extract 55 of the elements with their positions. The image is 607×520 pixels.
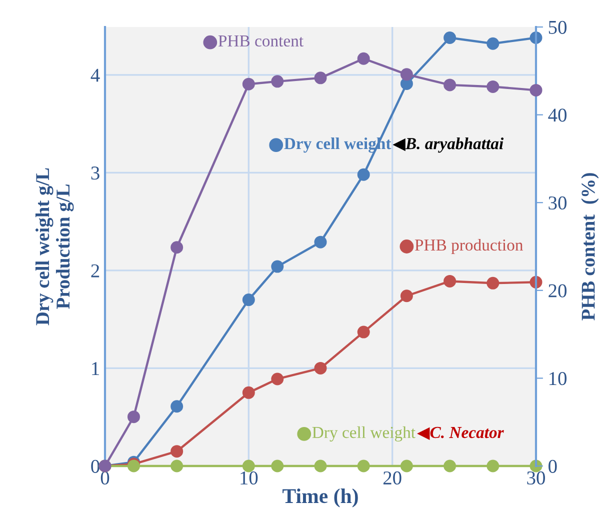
point (357, 168, 370, 181)
point (242, 78, 255, 90)
y2-tick-label: 40 (548, 108, 567, 122)
legend-label: PHB production (414, 238, 524, 254)
point (170, 400, 184, 413)
y-tick-label: 4 (90, 68, 100, 82)
point (357, 52, 370, 65)
point (400, 460, 413, 472)
y-axis-title: Dry cell weight g/L Production g/L (35, 168, 74, 326)
y2-tick-label: 0 (548, 460, 557, 473)
point (486, 276, 500, 290)
y2-axis-title: PHB content (%) (581, 173, 599, 320)
y2-tick-label: 20 (548, 284, 567, 298)
point (127, 410, 140, 424)
point (530, 84, 542, 96)
y-tick-label: 2 (91, 264, 100, 278)
point (271, 372, 284, 386)
point (242, 386, 255, 399)
point (357, 460, 370, 472)
point (444, 274, 456, 288)
point (486, 37, 500, 50)
point (271, 260, 284, 273)
y-tick-label: 3 (91, 166, 100, 180)
point (444, 32, 456, 44)
point (314, 362, 327, 374)
annotation: ◀B. aryabhattai (392, 138, 504, 153)
y-tick-label: 1 (92, 362, 99, 375)
point (271, 460, 284, 472)
y-tick-label: 0 (91, 460, 100, 473)
x-tick-label: 0 (100, 471, 110, 485)
point (170, 460, 184, 472)
point (357, 326, 370, 338)
point (170, 445, 184, 458)
x-axis-title: Time (h) (282, 488, 358, 508)
point (444, 78, 456, 92)
point (486, 460, 500, 472)
y2-tick-label: 30 (548, 196, 567, 210)
point (400, 290, 413, 302)
y2-tick-label: 10 (550, 372, 567, 386)
x-tick-label: 20 (383, 471, 402, 485)
legend-label: Dry cell weight (312, 426, 416, 442)
point (486, 80, 500, 93)
y2-tick-label: 50 (548, 20, 567, 34)
point (242, 294, 255, 306)
x-tick-label: 30 (527, 471, 545, 485)
point (444, 460, 456, 472)
legend-label: PHB content (218, 35, 304, 47)
point (314, 460, 327, 472)
point (271, 75, 284, 88)
point (400, 68, 413, 81)
x-tick-label: 10 (240, 471, 258, 485)
point (170, 241, 184, 254)
point (314, 72, 327, 84)
point (314, 236, 327, 248)
annotation: ◀C. Necator (416, 426, 504, 440)
